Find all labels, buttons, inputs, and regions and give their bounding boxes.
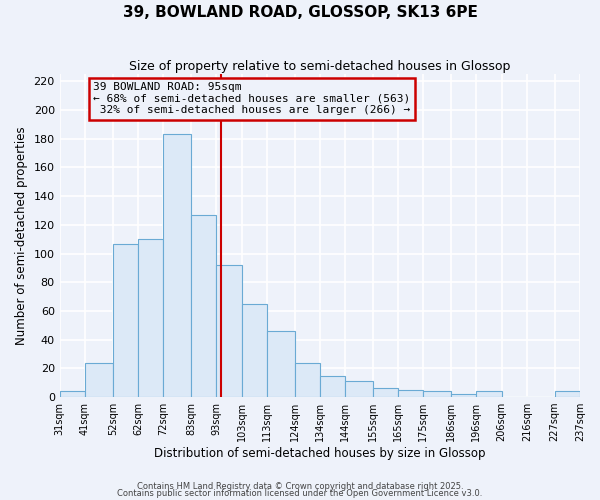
Bar	[191, 215, 216, 397]
Bar	[320, 376, 345, 397]
Text: 39 BOWLAND ROAD: 95sqm
← 68% of semi-detached houses are smaller (563)
 32% of s: 39 BOWLAND ROAD: 95sqm ← 68% of semi-det…	[94, 82, 411, 116]
Text: Contains public sector information licensed under the Open Government Licence v3: Contains public sector information licen…	[118, 489, 482, 498]
Bar	[85, 362, 113, 397]
Bar	[138, 239, 163, 397]
Bar	[216, 265, 242, 397]
Text: Contains HM Land Registry data © Crown copyright and database right 2025.: Contains HM Land Registry data © Crown c…	[137, 482, 463, 491]
X-axis label: Distribution of semi-detached houses by size in Glossop: Distribution of semi-detached houses by …	[154, 447, 485, 460]
Bar	[373, 388, 398, 397]
Bar	[398, 390, 424, 397]
Bar	[424, 392, 451, 397]
Bar	[345, 382, 373, 397]
Bar	[59, 392, 85, 397]
Bar	[451, 394, 476, 397]
Bar	[476, 392, 502, 397]
Text: 39, BOWLAND ROAD, GLOSSOP, SK13 6PE: 39, BOWLAND ROAD, GLOSSOP, SK13 6PE	[122, 5, 478, 20]
Title: Size of property relative to semi-detached houses in Glossop: Size of property relative to semi-detach…	[129, 60, 511, 73]
Bar	[555, 392, 580, 397]
Bar	[295, 362, 320, 397]
Bar	[163, 134, 191, 397]
Bar	[267, 331, 295, 397]
Y-axis label: Number of semi-detached properties: Number of semi-detached properties	[15, 126, 28, 345]
Bar	[242, 304, 267, 397]
Bar	[113, 244, 138, 397]
